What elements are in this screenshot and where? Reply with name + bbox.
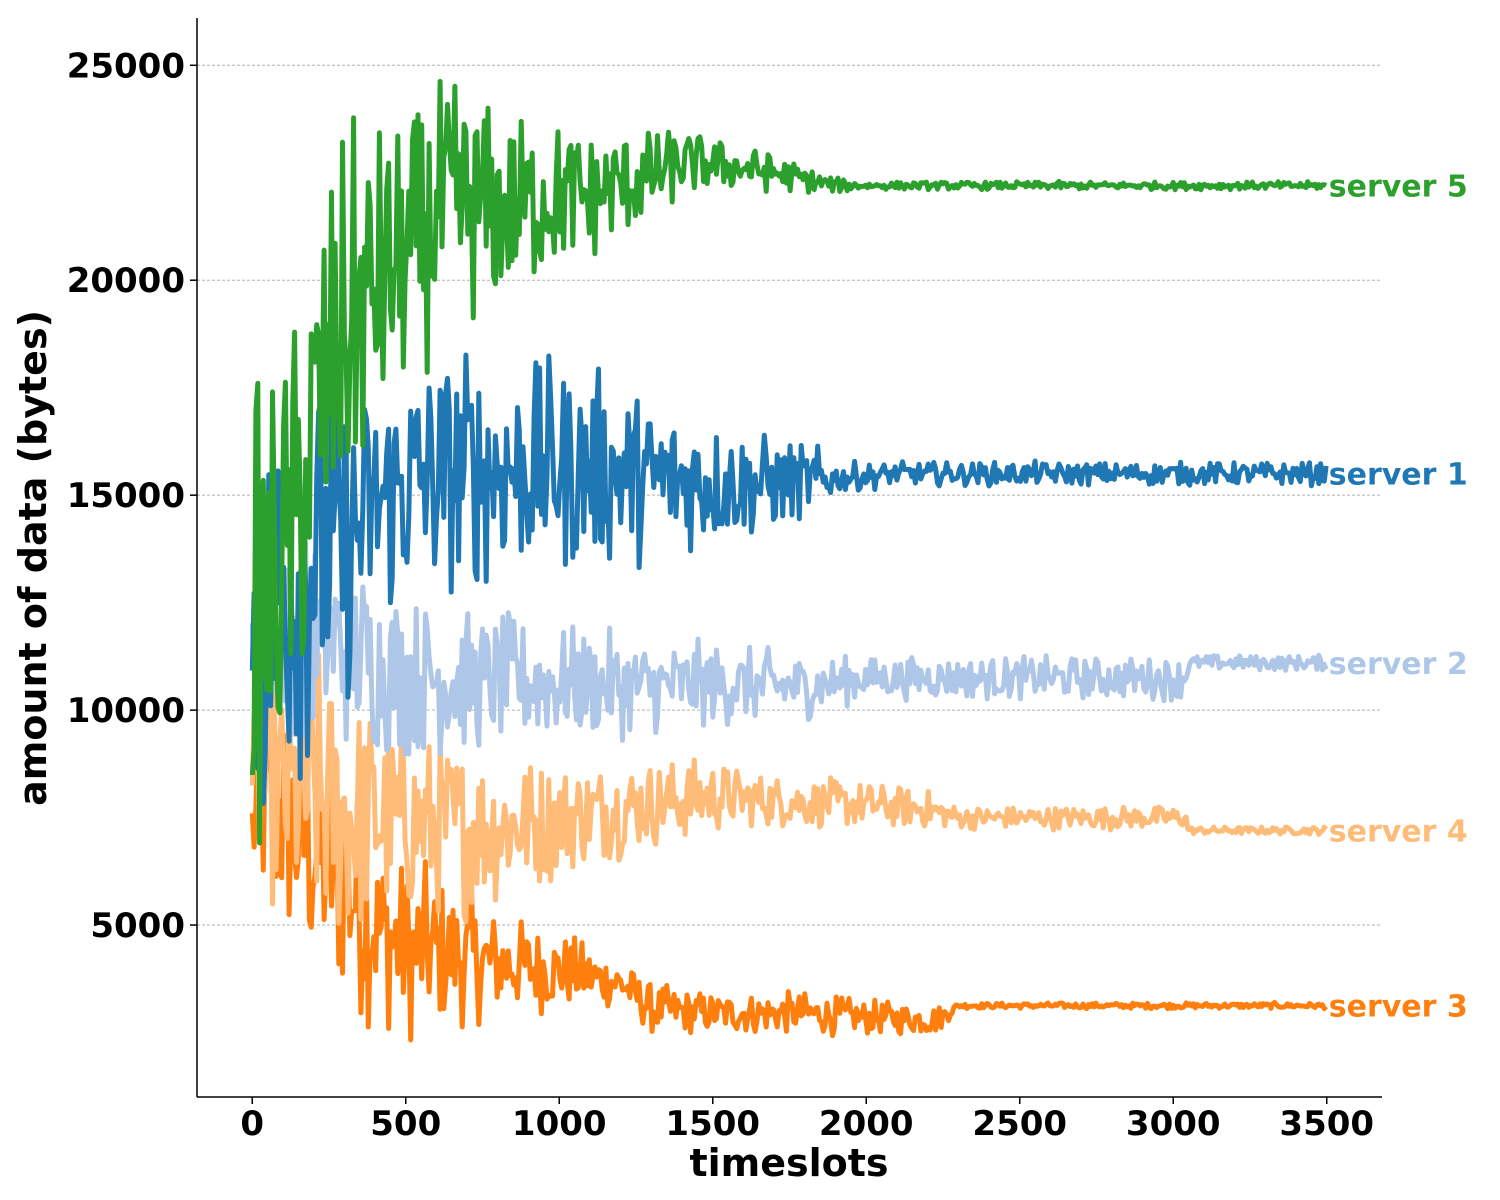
x-tick-label: 3000 bbox=[1126, 1104, 1221, 1144]
series-server-2 bbox=[249, 540, 1329, 757]
series-label-server-2: server 2 bbox=[1329, 647, 1468, 682]
series-label-layer: server 3 server 4 server 2 server 1 server 5 bbox=[1329, 170, 1468, 1025]
x-tick-label: 0 bbox=[240, 1104, 264, 1144]
x-tick-label: 2000 bbox=[819, 1104, 914, 1144]
series-server-3 bbox=[249, 720, 1328, 1043]
series-label-server-3: server 3 bbox=[1329, 990, 1468, 1025]
series-line-server-3 bbox=[249, 720, 1328, 1043]
series-label-server-4: server 4 bbox=[1329, 814, 1468, 849]
x-tick-label: 2500 bbox=[972, 1104, 1067, 1144]
y-tick-label: 20000 bbox=[67, 261, 185, 301]
y-axis-label: amount of data (bytes) bbox=[11, 310, 55, 806]
series-server-4 bbox=[249, 652, 1328, 926]
tick-layer: 5000 10000 15000 20000 25000 0 500 1000 1500 2000… bbox=[67, 46, 1374, 1144]
x-tick-label: 500 bbox=[370, 1104, 441, 1144]
series-line-server-2 bbox=[249, 540, 1329, 757]
series-line-server-1 bbox=[249, 352, 1329, 806]
series-line-server-4 bbox=[249, 652, 1328, 926]
y-tick-label: 15000 bbox=[67, 476, 185, 516]
series-server-1 bbox=[249, 352, 1329, 806]
series-label-server-5: server 5 bbox=[1329, 170, 1468, 205]
series-server-5 bbox=[249, 78, 1328, 846]
x-tick-label: 1500 bbox=[665, 1104, 760, 1144]
y-tick-label: 25000 bbox=[67, 46, 185, 86]
y-tick-label: 10000 bbox=[67, 691, 185, 731]
y-tick-label: 5000 bbox=[90, 906, 185, 946]
x-tick-label: 1000 bbox=[512, 1104, 607, 1144]
series-layer bbox=[249, 78, 1329, 1043]
x-tick-label: 3500 bbox=[1279, 1104, 1374, 1144]
series-label-server-1: server 1 bbox=[1329, 458, 1468, 493]
axis-layer bbox=[196, 18, 1382, 1098]
series-line-server-5 bbox=[249, 78, 1328, 846]
x-axis-label: timeslots bbox=[689, 1141, 888, 1185]
